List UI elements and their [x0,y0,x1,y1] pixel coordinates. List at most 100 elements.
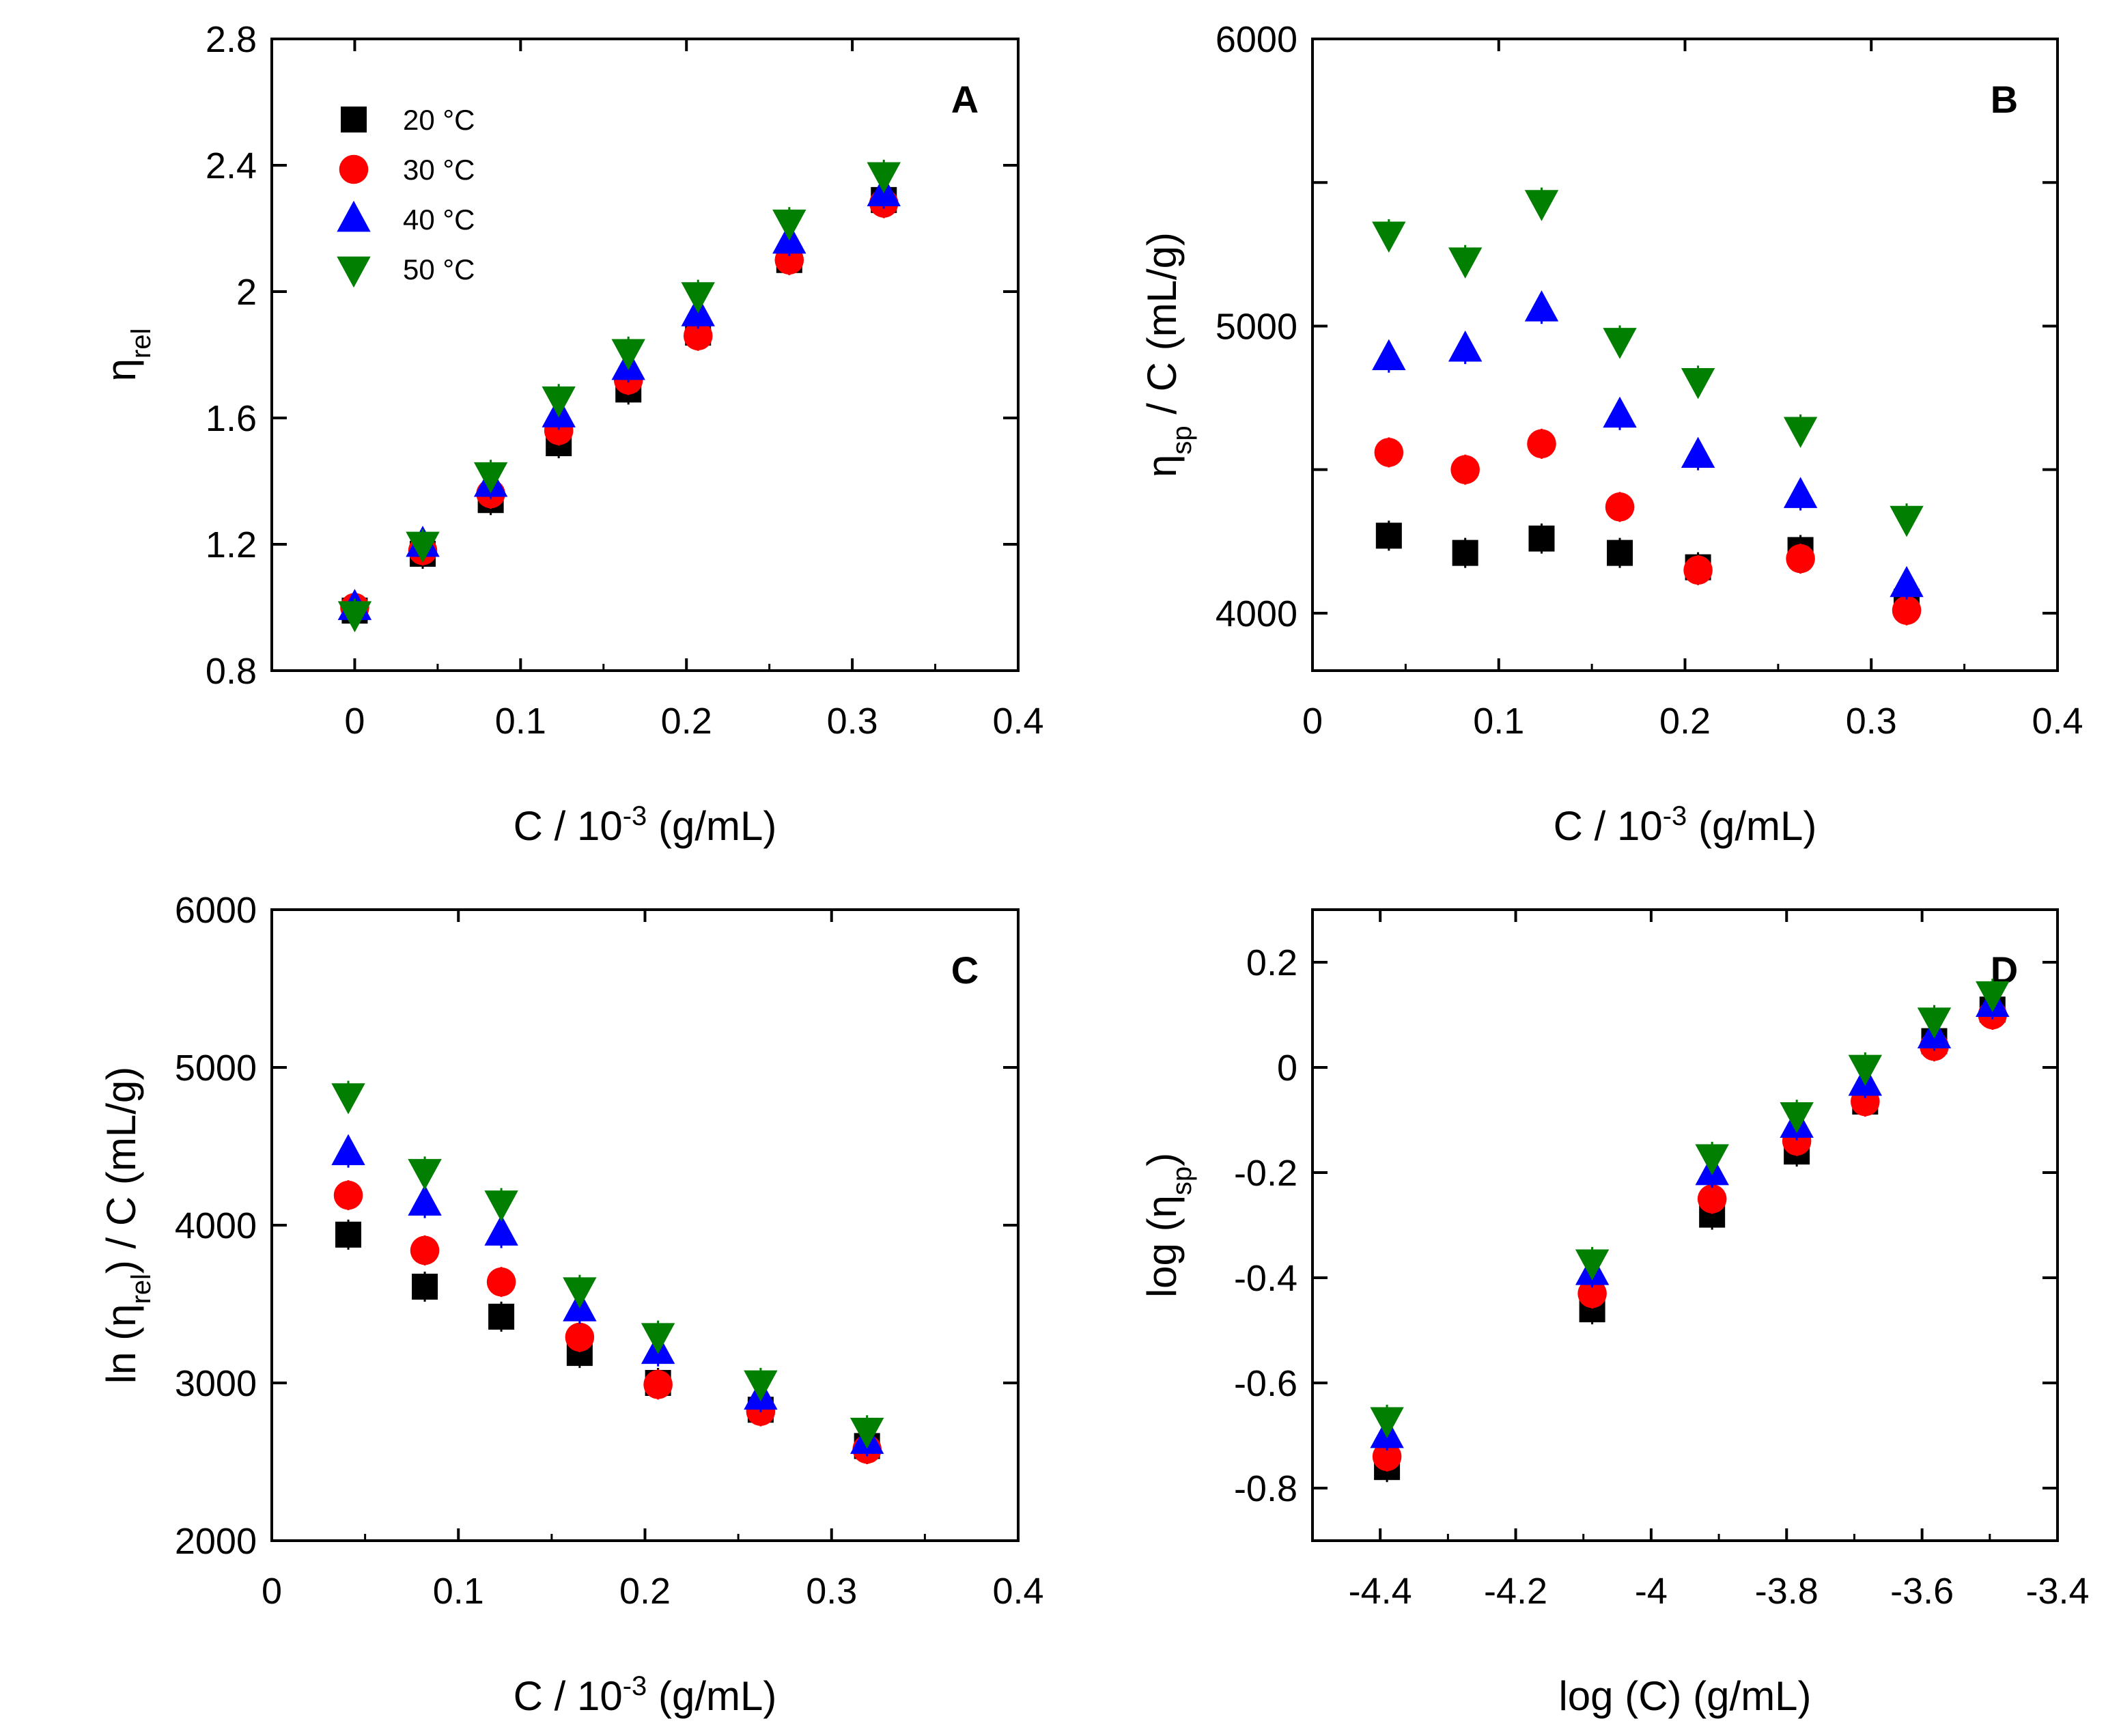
y-tick-label: 2.4 [206,145,257,186]
data-point-3 [1783,477,1818,508]
data-point-4 [1524,190,1559,221]
data-point-2 [410,1235,440,1265]
y-tick-label: 1.6 [206,398,257,439]
data-point-4 [1890,505,1924,537]
y-tick-label: 5000 [175,1048,257,1089]
data-point-2 [1450,455,1480,484]
data-point-4 [563,1277,597,1308]
legend-label: 20 °C [403,104,475,136]
y-axis-label: ln (ηrel) / C (mL/g) [98,1067,156,1384]
y-tick-label: 3000 [175,1363,257,1404]
data-point-2 [1374,438,1404,467]
data-point-4 [484,1190,518,1222]
panel-b: 0 0.1 0.2 0.3 0.4 4000 5000 6000 C / 10-3 (g/mL)… [1139,19,2083,849]
x-tick-label: -4 [1635,1571,1668,1612]
data-point-2 [486,1267,516,1297]
y-tick-label: 4000 [175,1205,257,1246]
data-point-4 [1848,1054,1883,1087]
data-point-1 [335,1221,362,1248]
data-point-1 [1607,540,1633,566]
x-tick-label: 0.1 [495,701,546,742]
x-tick-label: 0 [344,701,365,742]
legend-label: 30 °C [403,154,475,186]
y-tick-label: 5000 [1216,306,1297,347]
plot-frame [1311,908,2059,1542]
y-tick-label: 2000 [175,1521,257,1562]
x-axis-label: C / 10-3 (g/mL) [1554,801,1817,849]
data-point-2 [1372,1442,1402,1472]
panel-letter: B [1991,78,2018,121]
data-point-1 [488,1303,515,1330]
y-tick-label: 1.2 [206,524,257,565]
x-tick-label: 0.3 [806,1571,857,1612]
data-point-4 [1917,1007,1952,1039]
data-point-4 [1681,367,1715,400]
data-point-2 [643,1370,673,1399]
x-axis-label: C / 10-3 (g/mL) [514,801,777,849]
data-point-3 [1524,290,1559,322]
data-point-3 [1681,436,1715,468]
y-tick-label: -0.2 [1234,1153,1297,1194]
data-point-2 [1577,1278,1607,1308]
data-point-2 [1527,429,1556,459]
y-tick-label: 4000 [1216,593,1297,634]
data-point-3 [1890,565,1924,598]
legend-label: 50 °C [403,253,475,285]
x-tick-label: -4.4 [1349,1571,1412,1612]
data-point-4 [1783,417,1818,448]
x-tick-label: 0.3 [1846,701,1897,742]
data-point-3 [1448,330,1483,362]
x-tick-label: 0 [262,1571,282,1612]
y-tick-label: -0.8 [1234,1468,1297,1509]
x-tick-label: 0.4 [992,1571,1043,1612]
x-tick-label: 0.1 [433,1571,484,1612]
data-point-2 [1683,555,1713,585]
data-point-1 [1375,522,1402,549]
x-tick-label: -3.8 [1755,1571,1819,1612]
data-point-4 [337,601,372,632]
data-point-4 [850,1417,884,1449]
data-point-4 [681,282,715,313]
panel-c: 0 0.1 0.2 0.3 0.4 2000 3000 4000 5000 6000 C / 10-… [98,890,1044,1719]
x-tick-label: -3.4 [2025,1571,2089,1612]
data-point-1 [1528,525,1555,552]
x-tick-label: 0.4 [992,701,1043,742]
data-point-4 [331,1083,365,1115]
legend-marker-1 [341,107,367,132]
data-point-3 [331,1134,365,1166]
data-point-2 [1605,492,1635,522]
data-point-4 [1695,1144,1729,1175]
data-point-4 [408,1159,442,1190]
y-tick-label: 2 [236,272,257,313]
data-point-2 [1697,1184,1727,1214]
x-tick-label: 0.3 [827,701,878,742]
x-tick-label: 0.4 [2032,701,2083,742]
data-point-4 [1448,247,1483,279]
data-point-4 [473,462,508,494]
x-axis-label: log (C) (g/mL) [1558,1673,1811,1719]
panel-letter: C [951,949,979,992]
data-point-4 [1372,221,1406,253]
data-point-4 [542,386,576,418]
legend: 20 °C 30 °C 40 °C 50 °C [337,104,475,288]
data-point-4 [1603,328,1637,359]
data-point-4 [1976,981,2010,1013]
data-point-2 [333,1180,363,1210]
x-tick-label: 0.2 [619,1571,671,1612]
data-point-4 [1370,1407,1404,1438]
data-point-4 [772,209,806,241]
data-point-4 [867,162,901,193]
data-point-3 [484,1214,518,1246]
y-tick-label: 2.8 [206,19,257,60]
y-tick-label: 6000 [175,890,257,931]
data-point-4 [744,1370,778,1402]
panel-letter: A [951,78,979,121]
x-tick-label: -4.2 [1484,1571,1547,1612]
x-tick-label: 0.2 [1659,701,1711,742]
data-point-4 [1575,1249,1610,1280]
data-point-3 [1603,396,1637,428]
data-point-4 [406,531,440,563]
y-tick-label: 6000 [1216,19,1297,60]
y-axis-label: ηrel [98,328,156,382]
y-tick-label: -0.4 [1234,1258,1297,1299]
